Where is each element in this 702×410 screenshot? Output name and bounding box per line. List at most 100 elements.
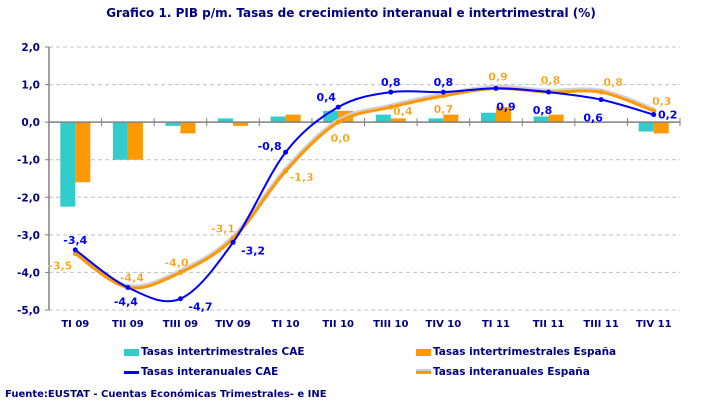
- bar: [75, 122, 91, 183]
- y-tick-label: -2,0: [17, 192, 40, 204]
- y-tick-label: -5,0: [17, 305, 40, 317]
- data-label: -3,2: [241, 244, 265, 257]
- legend-item-espana-intertrimestral: Tasas intertrimestrales España: [416, 346, 616, 358]
- data-label: 0,4: [393, 105, 413, 118]
- data-label: -4,0: [164, 256, 188, 269]
- data-marker: [230, 239, 236, 245]
- bar: [495, 107, 511, 123]
- data-marker: [440, 89, 446, 95]
- x-tick-label: TIII 10: [373, 319, 408, 330]
- legend-swatch-orange: [416, 348, 431, 356]
- chart: 2,0 1,0 0,0 -1,0 -2,0 -3,0 -4,0 -5,0 TI 09 TII 09…: [17, 42, 681, 330]
- data-marker: [651, 108, 657, 114]
- data-marker: [177, 269, 183, 275]
- data-label: -4,4: [120, 271, 144, 284]
- data-marker: [283, 168, 289, 174]
- data-marker: [72, 247, 78, 253]
- bar: [443, 114, 459, 123]
- y-tick-label: 0,0: [21, 117, 40, 129]
- legend-label: Tasas interanuales CAE: [141, 366, 279, 378]
- bar: [638, 122, 654, 132]
- legend-item-cae-interanual: Tasas interanuales CAE: [124, 366, 278, 378]
- bar: [233, 122, 249, 126]
- data-marker: [598, 89, 604, 95]
- data-marker: [651, 112, 657, 118]
- x-tick-label: TIV 09: [215, 319, 251, 330]
- data-marker: [177, 296, 183, 302]
- bar: [285, 114, 301, 123]
- bar: [127, 122, 143, 160]
- source-note: Fuente:EUSTAT - Cuentas Económicas Trime…: [5, 389, 327, 400]
- data-label: 0,8: [533, 104, 553, 117]
- data-marker: [125, 284, 131, 290]
- data-label: 0,8: [603, 76, 623, 89]
- data-label: 0,8: [381, 76, 401, 89]
- bar: [270, 116, 286, 123]
- y-tick-label: -1,0: [17, 155, 40, 167]
- chart-title: Grafico 1. PIB p/m. Tasas de crecimiento…: [106, 6, 596, 20]
- x-tick-label: TI 11: [482, 319, 510, 330]
- data-label: 0,9: [488, 70, 508, 83]
- data-marker: [388, 89, 394, 95]
- data-label: -3,4: [63, 234, 87, 247]
- data-label: 0,9: [496, 100, 516, 113]
- legend-swatch-cyan: [124, 348, 139, 356]
- data-marker: [598, 97, 604, 103]
- legend-line-orange: [416, 370, 431, 374]
- data-label: -0,8: [258, 140, 282, 153]
- x-tick-label: TIV 11: [636, 319, 672, 330]
- data-label: -4,4: [114, 295, 138, 308]
- x-tick-label: TII 11: [533, 319, 565, 330]
- data-marker: [283, 149, 289, 155]
- bar: [390, 118, 406, 123]
- legend-line-blue: [124, 370, 139, 374]
- legend-item-espana-interanual: Tasas interanuales España: [416, 366, 590, 378]
- legend-label: Tasas interanuales España: [433, 366, 590, 378]
- bar: [60, 122, 76, 207]
- data-label: -3,5: [48, 260, 72, 273]
- bar: [218, 118, 234, 123]
- x-tick-label: TIII 11: [583, 319, 618, 330]
- x-tick-label: TIV 10: [426, 319, 462, 330]
- bar: [533, 116, 549, 123]
- x-tick-label: TII 10: [322, 319, 354, 330]
- data-label: 0,8: [541, 74, 561, 87]
- bar: [653, 122, 669, 134]
- data-marker: [388, 104, 394, 110]
- y-tick-label: 1,0: [21, 80, 40, 92]
- bar: [180, 122, 196, 134]
- bar: [323, 110, 339, 123]
- bar: [165, 122, 181, 126]
- data-label: 0,7: [434, 103, 454, 116]
- y-tick-label: 2,0: [21, 42, 40, 54]
- data-label: -4,7: [188, 301, 212, 314]
- data-marker: [493, 85, 499, 91]
- legend-label: Tasas intertrimestrales CAE: [141, 346, 305, 358]
- bar: [375, 114, 391, 123]
- data-label: -1,3: [290, 171, 314, 184]
- data-label: 0,4: [316, 91, 336, 104]
- x-tick-label: TI 10: [272, 319, 300, 330]
- data-marker: [546, 89, 552, 95]
- bar: [428, 118, 444, 123]
- legend-label: Tasas intertrimestrales España: [433, 346, 617, 358]
- x-tick-label: TII 09: [112, 319, 144, 330]
- data-marker: [72, 251, 78, 257]
- bar: [480, 112, 496, 123]
- data-label: -3,1: [211, 223, 235, 236]
- data-label: 0,0: [330, 132, 350, 145]
- y-tick-label: -3,0: [17, 230, 40, 242]
- x-tick-label: TI 09: [61, 319, 89, 330]
- line-shadow: [73, 84, 655, 290]
- y-tick-label: -4,0: [17, 267, 40, 279]
- data-label: 0,8: [434, 76, 454, 89]
- bar: [548, 114, 564, 123]
- data-label: 0,3: [652, 95, 672, 108]
- x-tick-label: TIII 09: [163, 319, 198, 330]
- data-label: 0,2: [658, 109, 678, 122]
- data-marker: [335, 104, 341, 110]
- data-label: 0,6: [583, 112, 603, 125]
- bar: [112, 122, 128, 160]
- legend-item-cae-intertrimestral: Tasas intertrimestrales CAE: [124, 346, 305, 358]
- data-marker: [440, 93, 446, 99]
